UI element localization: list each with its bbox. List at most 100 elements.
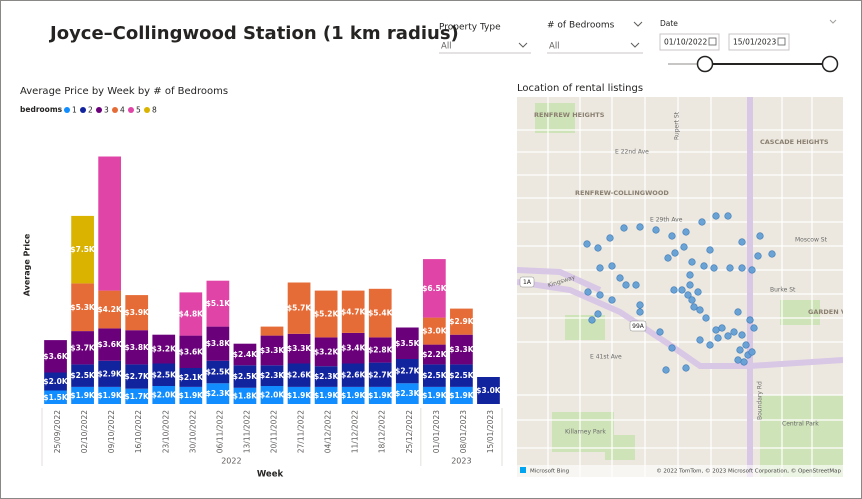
date-box[interactable] [728,33,790,51]
route-label: 1A [523,279,532,286]
data-label: $1.9K [97,391,123,400]
slicer-property-type[interactable]: Property Type All [439,23,531,54]
park [535,103,575,133]
bar-segment [44,390,67,404]
chart-title: Average Price by Week by # of Bedrooms [20,86,228,97]
bar-segment [206,383,230,404]
bar-segment [179,335,203,368]
legend-swatch [80,107,86,113]
slicer-value: All [549,42,560,52]
map-label: Killarney Park [565,429,606,436]
bar-segment [422,364,446,387]
x-tick-label: 25/09/2022 [53,410,62,453]
legend-swatch [64,107,70,113]
data-label: $4.7K [341,307,367,316]
park [565,315,605,340]
slicer-bedrooms[interactable]: # of Bedrooms All [547,21,643,54]
data-label: $2.3K [206,389,232,398]
chevron [630,42,640,48]
map-label: Central Park [782,421,819,428]
map-attribution: © 2022 TomTom, © 2023 Microsoft Corporat… [656,468,841,475]
data-label: $3.6K [43,352,69,361]
bar-segment [125,364,149,389]
x-group-label: 2023 [451,457,471,466]
data-label: $1.9K [287,391,313,400]
legend-label: 4 [120,106,125,115]
x-tick-label: 04/12/2022 [324,410,333,453]
map-label: GARDEN VILLAGE [808,308,862,316]
bar-segment [450,334,473,365]
slider-handle[interactable] [821,55,839,73]
date-box[interactable] [659,33,720,51]
data-label: $2.5K [70,371,96,380]
map-label: Rupert St [674,111,681,140]
data-label: $1.9K [179,391,205,400]
x-tick-label: 02/10/2022 [80,410,89,453]
data-label: $3.0K [422,327,448,336]
bar-segment [98,290,122,329]
bar-segment [71,331,94,365]
legend-label: 5 [136,106,141,115]
map-provider: Microsoft Bing [530,469,569,475]
data-label: $1.9K [70,391,96,400]
x-tick-label: 16/10/2022 [134,410,143,453]
data-label: $2.0K [152,391,178,400]
bar-segment [422,317,446,345]
x-tick-label: 23/10/2022 [161,410,170,453]
bar-segment [341,290,365,333]
x-tick-label: 30/10/2022 [188,410,197,453]
slicer-value: All [441,42,452,52]
map[interactable]: Location of rental listings [517,83,862,477]
bar-segment [71,364,94,387]
provider-logo [520,467,526,473]
bar-segment [260,365,284,386]
bar-segment [233,365,257,388]
x-tick-label: 08/01/2023 [459,410,468,453]
bar-segment [98,156,122,291]
data-label: $3.5K [395,339,421,348]
bar-segment [314,386,338,404]
data-label: $2.7K [125,372,151,381]
data-label: $2.0K [43,377,69,386]
map-label: Moscow St [795,237,828,244]
x-tick-label: 06/11/2022 [215,410,224,453]
park [780,300,820,325]
bar-segment [314,366,338,387]
slicer-label: Property Type [439,23,501,33]
bar-segment [179,368,203,387]
data-label: $2.5K [449,371,475,380]
x-tick-label: 25/12/2022 [405,410,414,453]
map-label: Boundary Rd [757,381,764,420]
slicer-date[interactable]: Date 01/10/2022 15/01/2023 [659,19,839,73]
x-tick-label: 11/12/2022 [351,410,360,453]
bar-segment [152,334,176,364]
data-label: $3.2K [152,345,178,354]
bar-segment [368,362,392,387]
bar-segment [341,386,365,404]
map-label: RENFREW-COLLINGWOOD [575,189,669,197]
legend-title: bedrooms [20,105,63,114]
bar-segment [206,280,230,327]
y-axis-label: Average Price [23,233,32,296]
listing-points [583,212,776,374]
legend-swatch [112,107,118,113]
bar-segment [422,386,446,404]
bar-segment [260,326,284,336]
data-label: $2.0K [260,391,286,400]
data-label: $1.9K [449,391,475,400]
data-label: $2.6K [287,371,313,380]
bar-segment [98,360,122,387]
attribution-bg [517,465,843,477]
bar-segment [179,292,203,336]
data-label: $2.7K [368,370,394,379]
data-label: $7.5K [70,245,96,254]
data-label: $6.5K [422,284,448,293]
data-label: $3.3K [260,346,286,355]
bar-segment [71,283,94,332]
slider-handle[interactable] [696,55,714,73]
x-tick-label: 18/12/2022 [378,410,387,453]
bar-segment [98,328,122,361]
bar-segment [368,337,392,363]
streets [517,97,843,477]
x-tick-label: 01/01/2023 [432,410,441,453]
